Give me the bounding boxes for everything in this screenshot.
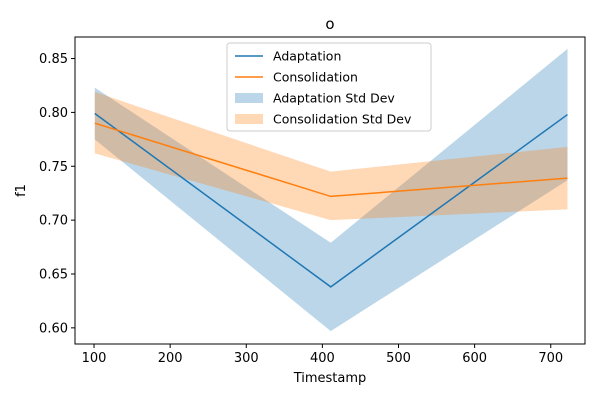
consolidation-std-dev-band <box>94 91 568 221</box>
legend-label-consolidation: Consolidation <box>273 70 358 85</box>
y-tick-label: 0.65 <box>39 267 68 282</box>
adaptation-std-dev-band <box>94 48 568 332</box>
y-tick-label: 0.85 <box>39 52 68 67</box>
series-lines <box>94 112 568 288</box>
x-axis-ticks: 100 200 300 400 500 600 700 <box>82 344 563 366</box>
y-tick-label: 0.75 <box>39 160 68 175</box>
y-axis-label: f1 <box>14 184 29 197</box>
legend-label-consolidation-std-dev: Consolidation Std Dev <box>273 112 412 127</box>
plot-frame <box>74 36 586 345</box>
chart-title: o <box>325 15 334 33</box>
adaptation-line <box>94 112 568 288</box>
legend-swatch-adaptation-std-dev <box>235 93 263 103</box>
legend-label-adaptation: Adaptation <box>273 49 341 64</box>
consolidation-line <box>94 122 568 198</box>
legend-box <box>226 42 432 132</box>
x-axis-label: Timestamp <box>293 371 367 386</box>
x-tick-label: 300 <box>234 351 259 366</box>
y-tick-label: 0.70 <box>39 214 68 229</box>
x-tick-label: 400 <box>310 351 335 366</box>
legend-swatch-consolidation-std-dev <box>235 114 263 124</box>
legend-label-adaptation-std-dev: Adaptation Std Dev <box>273 91 395 106</box>
x-tick-label: 100 <box>82 351 107 366</box>
legend: Adaptation Consolidation Adaptation Std De… <box>226 42 432 132</box>
y-tick-label: 0.60 <box>39 321 68 336</box>
x-tick-label: 200 <box>158 351 183 366</box>
confidence-bands <box>94 48 568 332</box>
y-tick-label: 0.80 <box>39 106 68 121</box>
y-axis-ticks: 0.60 0.65 0.70 0.75 0.80 0.85 <box>39 52 75 336</box>
x-tick-label: 700 <box>538 351 563 366</box>
x-tick-label: 600 <box>462 351 487 366</box>
x-tick-label: 500 <box>386 351 411 366</box>
